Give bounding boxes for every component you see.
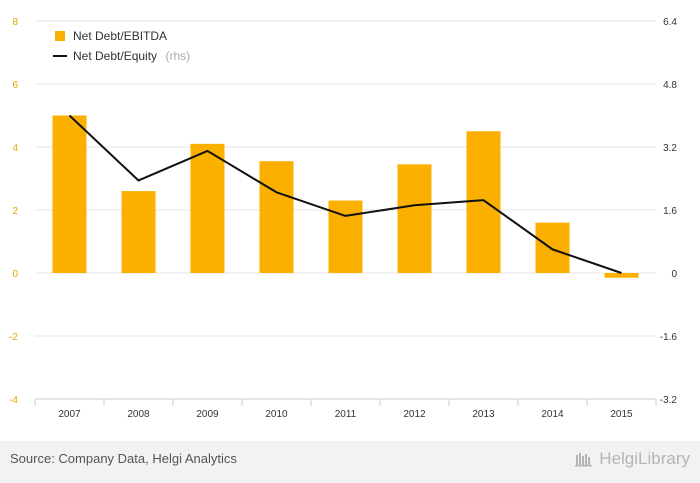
bar-2013 — [466, 131, 501, 273]
y-left-tick-label: 2 — [12, 206, 18, 217]
y-right-tick-label: 1.6 — [663, 206, 677, 217]
bar-2012 — [397, 164, 432, 273]
y-right-tick-label: 3.2 — [663, 143, 677, 154]
source-note: Source: Company Data, Helgi Analytics — [10, 451, 237, 466]
y-right-tick-label: 6.4 — [663, 17, 677, 28]
brand-name: HelgiLibrary — [599, 449, 690, 468]
legend-label-equity-name: Net Debt/Equity — [73, 49, 157, 63]
footer: Source: Company Data, Helgi Analytics He… — [0, 441, 700, 483]
bar-2015 — [604, 273, 639, 278]
bar-series — [52, 115, 639, 278]
x-tick-label: 2008 — [127, 409, 150, 420]
x-tick-label: 2011 — [335, 409, 357, 420]
legend-label-ebitda: Net Debt/EBITDA — [73, 29, 167, 43]
y-left-tick-label: 4 — [12, 143, 18, 154]
legend-label-rhs: (rhs) — [166, 49, 191, 63]
x-tick-label: 2013 — [472, 409, 495, 420]
y-right-tick-label: 0 — [671, 269, 677, 280]
y-left-tick-label: -2 — [9, 332, 18, 343]
x-tick-label: 2014 — [541, 409, 564, 420]
x-tick-label: 2007 — [58, 409, 81, 420]
y-left-tick-label: 0 — [12, 269, 18, 280]
y-right-tick-label: -3.2 — [660, 395, 678, 406]
bar-2007 — [52, 115, 87, 273]
y-left-tick-label: 8 — [12, 17, 18, 28]
y-right-tick-label: 4.8 — [663, 80, 677, 91]
brand-logo[interactable]: HelgiLibrary — [575, 449, 690, 469]
x-tick-label: 2012 — [403, 409, 426, 420]
y-right-tick-label: -1.6 — [660, 332, 678, 343]
legend: Net Debt/EBITDA Net Debt/Equity (rhs) — [53, 29, 190, 64]
legend-label-equity: Net Debt/Equity (rhs) — [73, 47, 190, 64]
bar-2014 — [535, 222, 570, 273]
axes: -4 -3.2 -2 -1.6 0 0 2 1.6 4 3.2 6 4.8 8 6.4 2007 2008 20… — [9, 17, 677, 420]
bar-2009 — [190, 143, 225, 273]
bar-2008 — [121, 191, 156, 273]
line-net-debt-equity — [68, 114, 622, 274]
library-icon — [575, 453, 593, 467]
x-tick-label: 2010 — [265, 409, 288, 420]
legend-swatch-bar — [55, 31, 65, 41]
chart: -4 -3.2 -2 -1.6 0 0 2 1.6 4 3.2 6 4.8 8 6.4 2007 2008 20… — [9, 17, 677, 420]
y-left-tick-label: -4 — [9, 395, 18, 406]
x-tick-label: 2015 — [610, 409, 633, 420]
y-left-tick-label: 6 — [12, 80, 18, 91]
bar-2010 — [259, 161, 294, 273]
line-series — [68, 114, 622, 274]
x-tick-label: 2009 — [196, 409, 219, 420]
